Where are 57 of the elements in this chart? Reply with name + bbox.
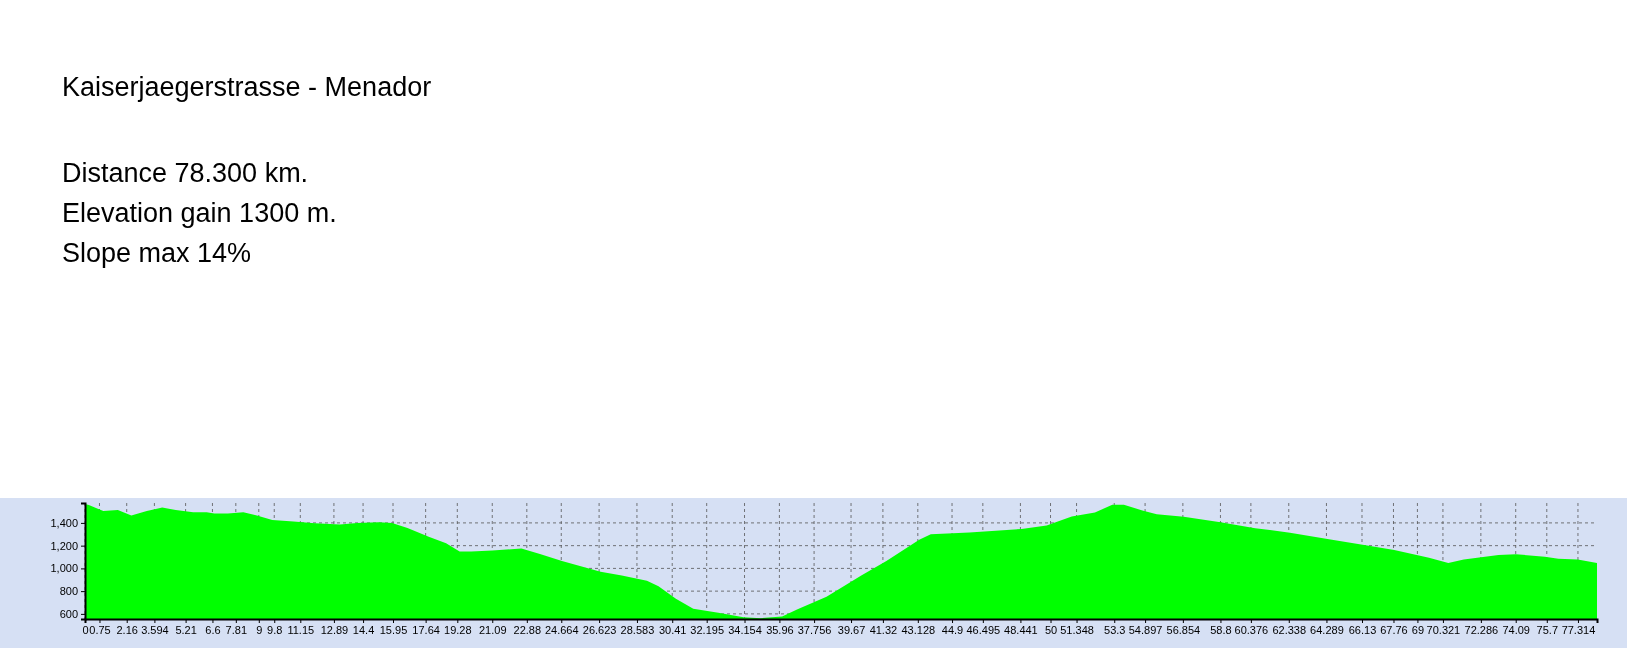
x-tick-label: 3.594 [141, 623, 169, 636]
x-tick-label: 28.583 [620, 623, 655, 636]
x-tick-label: 12.89 [320, 623, 349, 636]
y-tick-label: 1,200 [50, 539, 78, 552]
x-tick-label: 37.756 [797, 623, 832, 636]
x-tick-label: 5.21 [175, 623, 197, 636]
x-tick-label: 69 [1411, 623, 1425, 636]
y-tick-label: 800 [59, 585, 78, 598]
x-tick-label: 46.495 [966, 623, 1001, 636]
x-tick-label: 64.289 [1310, 623, 1344, 636]
x-tick-label: 75.7 [1536, 623, 1558, 636]
x-tick-label: 21.09 [478, 623, 507, 636]
x-tick-label: 9.8 [267, 623, 283, 636]
x-tick-label: 7.81 [225, 623, 248, 636]
x-tick-label: 43.128 [901, 623, 936, 636]
x-tick-label: 0 [82, 623, 89, 636]
x-tick-label: 51.348 [1060, 623, 1094, 636]
x-tick-label: 72.286 [1464, 623, 1499, 636]
y-tick-label: 1,000 [50, 562, 78, 575]
text: Distance 78.300 km. [62, 158, 309, 188]
text: Slope max 14% [62, 238, 252, 268]
x-tick-label: 56.854 [1166, 623, 1201, 636]
x-tick-label: 74.09 [1502, 623, 1530, 636]
x-tick-label: 67.76 [1380, 623, 1408, 636]
x-tick-label: 2.16 [116, 623, 138, 636]
x-tick-label: 35.96 [766, 623, 794, 636]
x-tick-label: 19.28 [444, 623, 472, 636]
x-tick-label: 14.4 [352, 623, 375, 636]
x-tick-label: 17.64 [412, 623, 440, 636]
text: Elevation gain 1300 m. [62, 198, 337, 228]
x-tick-label: 48.441 [1004, 623, 1038, 636]
x-tick-label: 50 [1044, 623, 1058, 636]
x-tick-label: 70.321 [1426, 623, 1461, 636]
x-tick-label: 66.13 [1348, 623, 1377, 636]
x-tick-label: 26.623 [582, 623, 617, 636]
x-tick-label: 54.897 [1128, 623, 1163, 636]
x-tick-label: 60.376 [1234, 623, 1269, 636]
x-tick-label: 32.195 [690, 623, 725, 636]
x-tick-label: 22.88 [513, 623, 542, 636]
x-tick-label: 53.3 [1104, 623, 1126, 636]
y-tick-label: 600 [59, 607, 78, 620]
x-tick-label: 77.314 [1561, 623, 1596, 636]
x-tick-label: 24.664 [544, 623, 579, 636]
x-tick-label: 34.154 [728, 623, 762, 636]
x-tick-label: 6.6 [205, 623, 221, 636]
x-tick-label: 62.338 [1272, 623, 1307, 636]
x-tick-label: 44.9 [941, 623, 964, 636]
x-tick-label: 58.8 [1210, 623, 1232, 636]
x-tick-label: 15.95 [379, 623, 408, 636]
chart-title: Kaiserjaegerstrasse - Menador [62, 72, 432, 102]
x-tick-label: 30.41 [658, 623, 687, 636]
x-tick-label: 41.32 [869, 623, 898, 636]
x-tick-label: 9 [256, 623, 263, 636]
y-tick-label: 1,400 [50, 516, 78, 529]
x-tick-label: 39.67 [837, 623, 866, 636]
x-tick-label: 11.15 [287, 623, 315, 636]
x-tick-label: 0.75 [89, 623, 111, 636]
